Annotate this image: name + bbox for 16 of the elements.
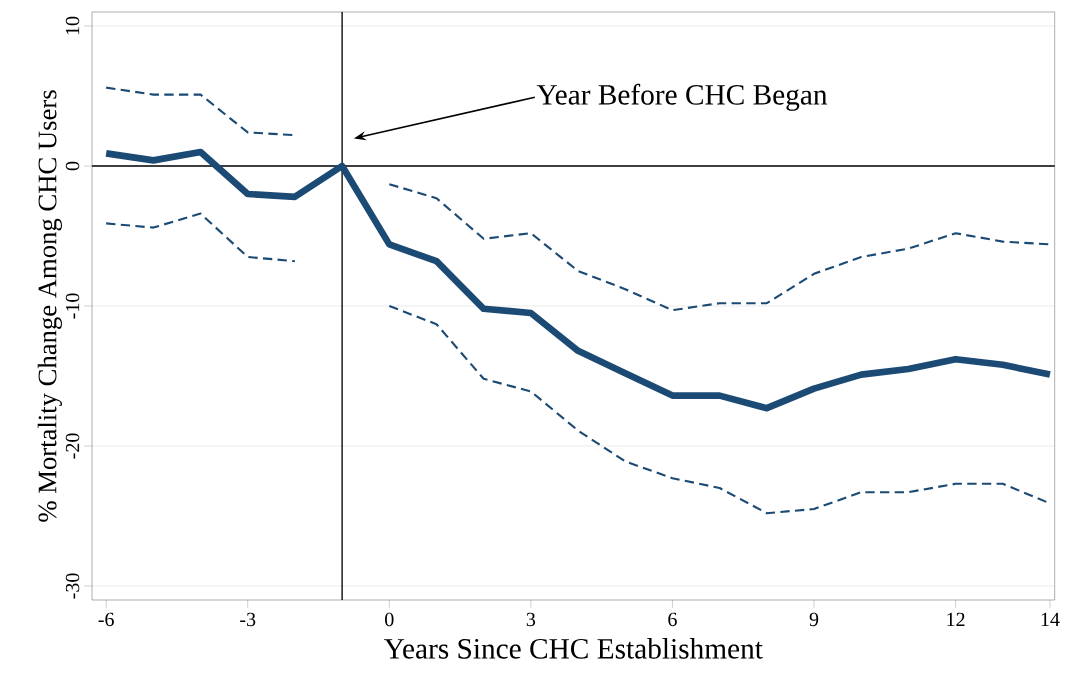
x-tick-label: -6 (98, 612, 114, 627)
x-tick-label: 12 (947, 612, 965, 626)
x-tick-label: 9 (809, 612, 819, 627)
x-tick-label: 3 (526, 612, 536, 627)
x-tick-label: 6 (668, 612, 677, 627)
y-tick-label: -20 (65, 433, 80, 459)
x-tick-label: 14 (1041, 612, 1060, 626)
y-tick-label: 10 (65, 16, 80, 35)
annotation: Year Before CHC Began (536, 83, 828, 111)
x-axis-title: Years Since CHC Establishment (384, 638, 763, 659)
y-tick-label: -10 (65, 293, 80, 319)
x-tick-label: -3 (240, 612, 256, 627)
y-axis-title: % Mortality Change Among CHC Users (37, 90, 62, 522)
y-tick-label: 0 (65, 161, 80, 171)
y-tick-label: -30 (65, 573, 80, 599)
x-tick-label: 0 (385, 612, 394, 627)
